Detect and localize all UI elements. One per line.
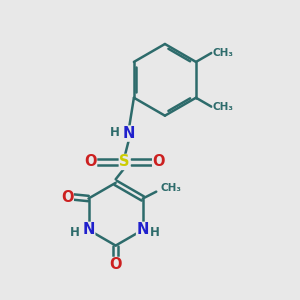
Text: N: N: [136, 222, 149, 237]
Text: CH₃: CH₃: [161, 183, 182, 193]
Text: H: H: [150, 226, 160, 239]
Text: CH₃: CH₃: [213, 102, 234, 112]
Text: H: H: [110, 126, 120, 139]
Text: S: S: [119, 154, 130, 169]
Text: O: O: [110, 257, 122, 272]
Text: N: N: [123, 126, 135, 141]
Text: CH₃: CH₃: [213, 48, 234, 58]
Text: O: O: [61, 190, 73, 205]
Text: H: H: [70, 226, 80, 239]
Text: O: O: [84, 154, 97, 169]
Text: O: O: [153, 154, 165, 169]
Text: N: N: [82, 222, 95, 237]
